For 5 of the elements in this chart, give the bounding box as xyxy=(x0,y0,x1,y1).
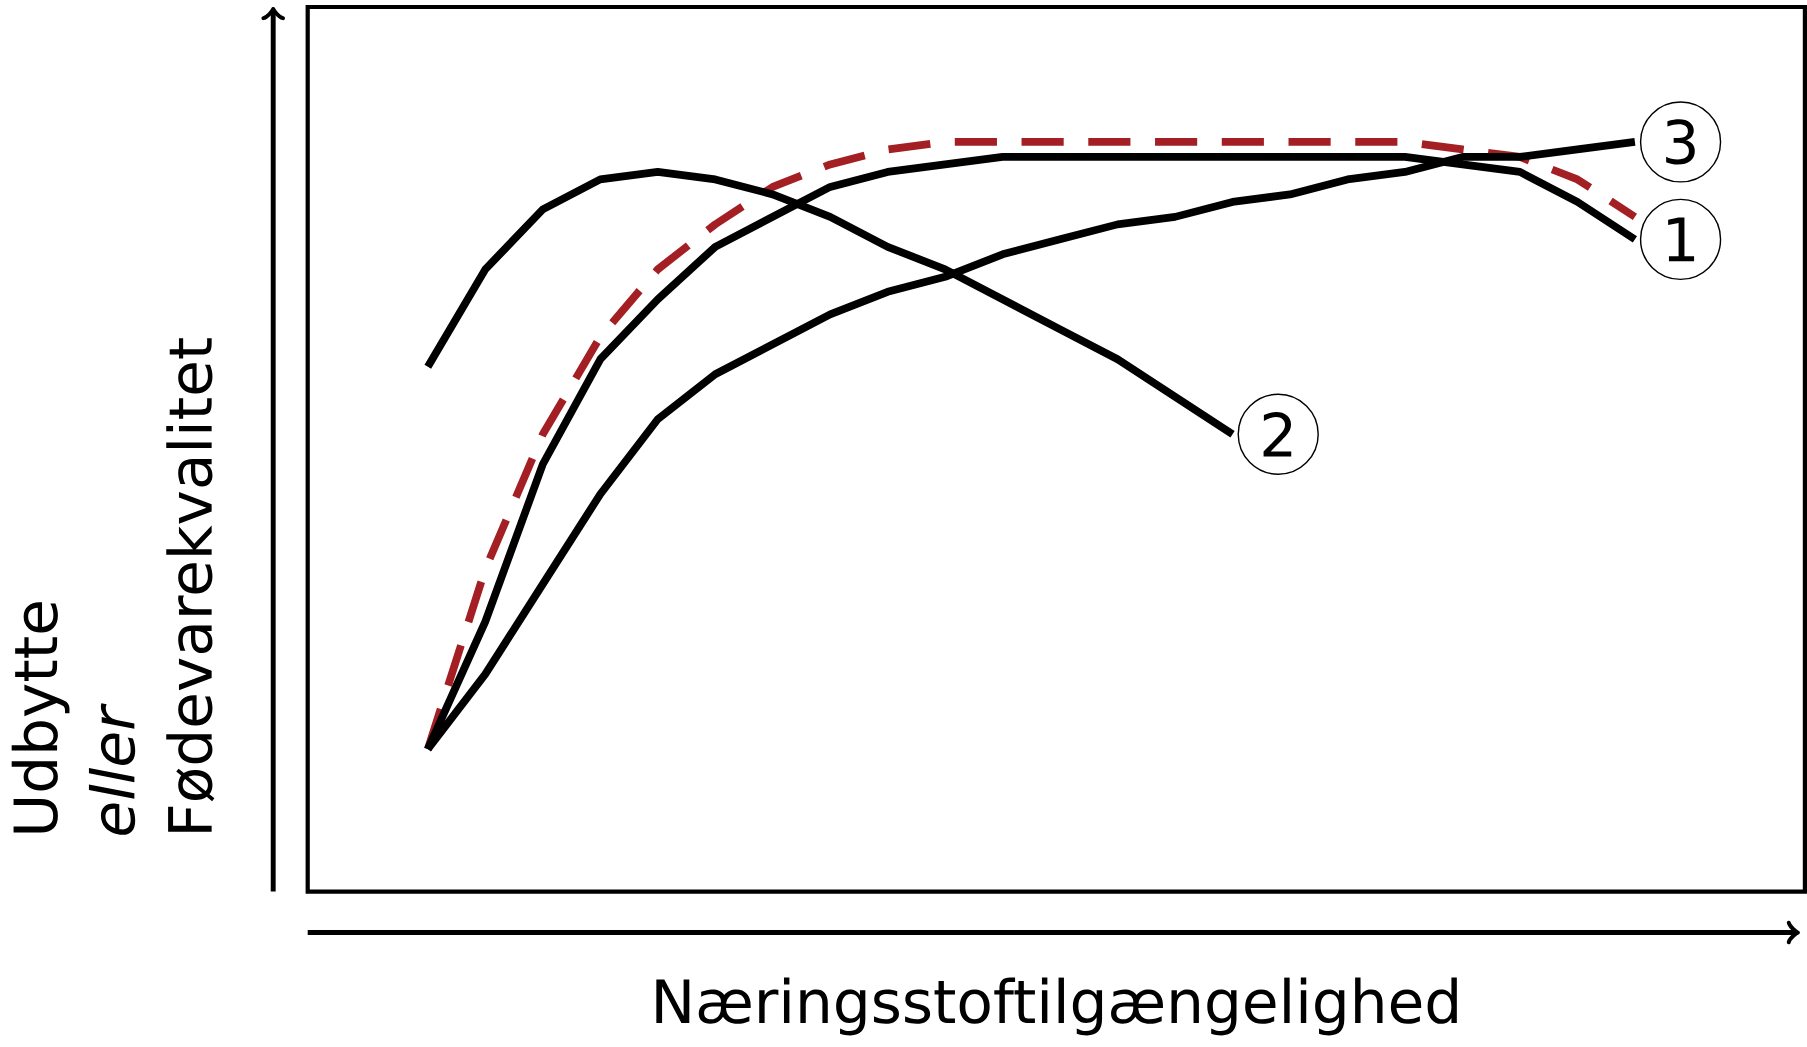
legend-label: 2 xyxy=(1263,412,1292,457)
x-axis-title: Næringsstoftilgængelighed xyxy=(656,977,1457,1036)
y-axis-title: Udbytte eller Fødevarekvalitet xyxy=(11,338,215,835)
legend-label: 3 xyxy=(1666,119,1695,165)
legend-label: 1 xyxy=(1668,217,1695,262)
